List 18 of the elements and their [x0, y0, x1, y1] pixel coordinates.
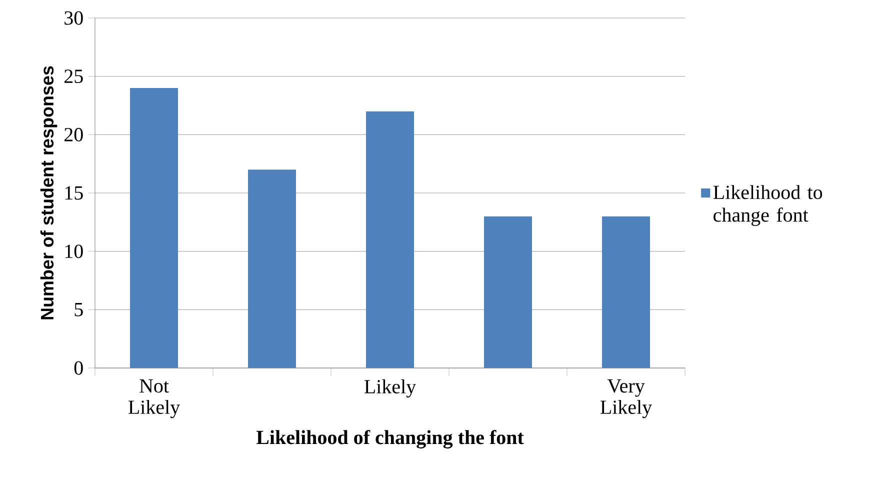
- y-tick-label: 30: [64, 11, 83, 25]
- bar: [248, 170, 296, 368]
- bar: [130, 88, 178, 368]
- x-axis-title: Likelihood of changing the font: [256, 430, 524, 448]
- y-axis-title: Number of student responses: [40, 66, 58, 320]
- x-tick-label: Not Likely: [128, 379, 180, 418]
- bar: [484, 216, 532, 368]
- y-tick-label: 25: [64, 70, 83, 84]
- legend-label: Likelihood to change font: [713, 185, 822, 226]
- y-tick-label: 5: [74, 303, 83, 316]
- bar: [366, 111, 414, 368]
- x-tick-label: Very Likely: [600, 379, 652, 418]
- bar: [602, 216, 650, 368]
- y-tick-label: 10: [65, 244, 83, 258]
- x-tick-label: Likely: [364, 379, 416, 398]
- y-tick-label: 0: [74, 361, 83, 375]
- y-tick-label: 15: [65, 186, 83, 200]
- y-tick-label: 20: [64, 128, 83, 142]
